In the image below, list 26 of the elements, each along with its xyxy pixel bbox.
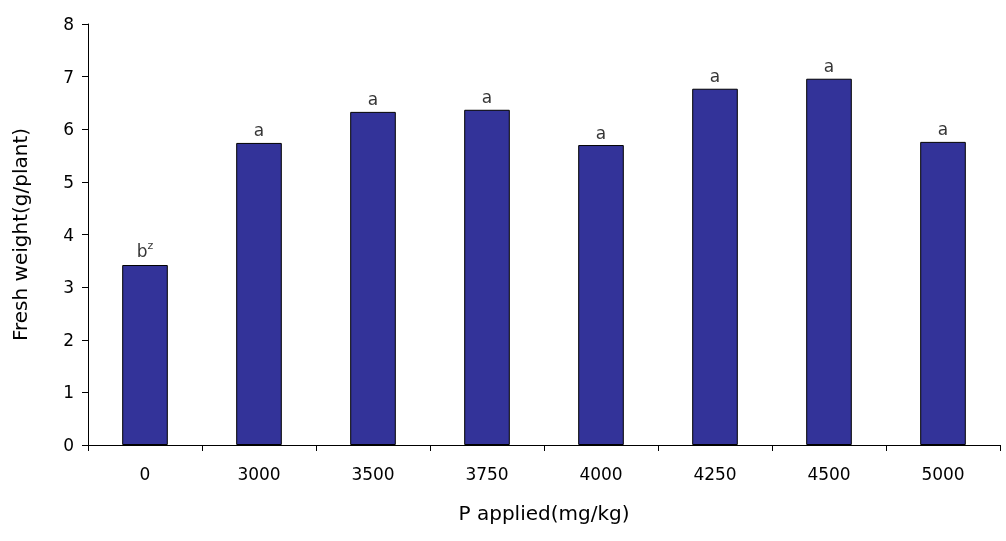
y-tick-label: 4: [63, 224, 74, 245]
y-tick-label: 0: [63, 435, 74, 455]
x-tick-label: 0: [139, 463, 151, 484]
annotation: a: [709, 66, 721, 87]
annotation: a: [481, 87, 493, 108]
x-tick-label: 3500: [351, 463, 395, 484]
annotation: a: [367, 89, 379, 110]
x-tick-label: 4000: [579, 463, 623, 484]
annotation: a: [937, 119, 949, 140]
x-tick-label: 3000: [237, 463, 281, 484]
y-tick-label: 5: [63, 171, 74, 192]
y-tick-label: 3: [63, 277, 74, 298]
annotation: a: [823, 56, 835, 77]
y-tick-label: 2: [63, 329, 74, 350]
x-tick-label: 4250: [693, 463, 737, 484]
x-tick-label: 3750: [465, 463, 509, 484]
y-axis-title: Fresh weight(g/plant): [8, 127, 32, 342]
x-tick-label: 5000: [921, 463, 965, 484]
x-tick-label: 4500: [807, 463, 851, 484]
x-axis-title: P applied(mg/kg): [458, 501, 630, 525]
y-tick-label: 6: [63, 119, 74, 140]
annotation: a: [253, 120, 265, 141]
y-tick-label: 8: [63, 14, 74, 34]
y-tick-label: 7: [63, 66, 74, 87]
y-tick-label: 1: [63, 382, 74, 403]
annotation: a: [595, 122, 607, 143]
